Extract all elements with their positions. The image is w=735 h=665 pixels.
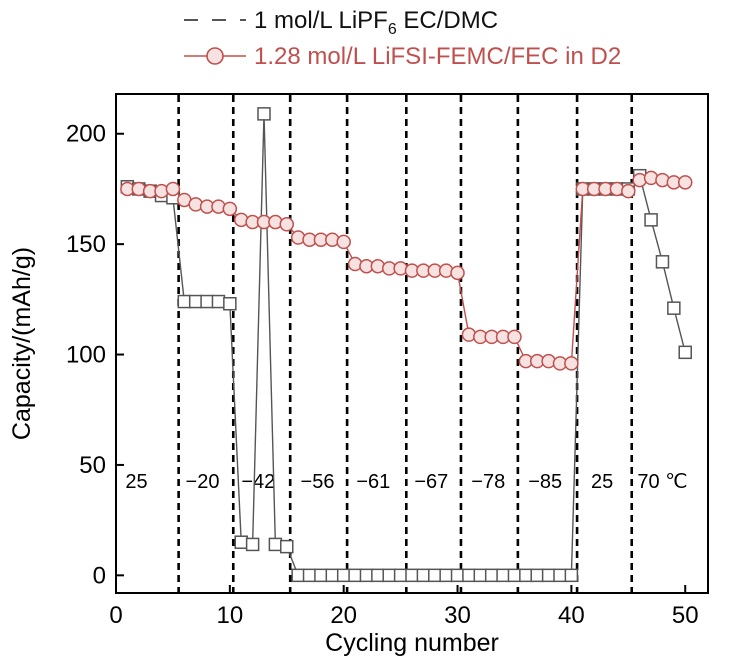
data-point-square xyxy=(200,294,214,309)
legend-label-series-0: 1 mol/L LiPF6 EC/DMC xyxy=(254,7,498,38)
data-point-square xyxy=(496,568,510,583)
data-point-square xyxy=(678,345,692,360)
data-point-square xyxy=(519,568,533,583)
series-0 xyxy=(120,107,692,583)
data-point-square xyxy=(439,568,453,583)
data-point-circle xyxy=(564,356,579,371)
data-point-square xyxy=(348,568,362,583)
temperature-labels: 25 −20 −42 −56 −61 −67 −78 −85 25 70 ℃ xyxy=(125,471,687,493)
data-point-square xyxy=(393,568,408,583)
data-point-square xyxy=(257,107,271,121)
data-point-square xyxy=(268,537,283,552)
legend-marker-circle xyxy=(206,47,224,65)
temperature-label: −42 xyxy=(241,471,275,493)
legend-entry-series-1: 1.28 mol/L LiFSI-FEMC/FEC in D2 xyxy=(184,43,621,70)
data-point-square xyxy=(291,568,305,583)
y-tick-label: 0 xyxy=(93,562,106,589)
y-axis-title: Capacity/(mAh/g) xyxy=(8,247,36,440)
axes: 0 10 20 30 40 50 0 50 100 150 200 xyxy=(66,121,699,629)
legend-label-series-1: 1.28 mol/L LiFSI-FEMC/FEC in D2 xyxy=(254,43,621,70)
data-point-circle xyxy=(165,181,181,197)
data-point-square xyxy=(245,537,260,552)
temperature-label: −20 xyxy=(186,471,220,493)
temperature-label: 25 xyxy=(125,471,147,493)
temperature-label: −85 xyxy=(528,471,562,493)
section-dividers xyxy=(177,95,634,592)
data-point-square xyxy=(450,568,465,583)
data-point-square xyxy=(644,213,658,227)
x-tick-label: 50 xyxy=(672,602,699,629)
data-point-square xyxy=(188,294,203,309)
data-point-square xyxy=(177,294,192,309)
x-tick-label: 10 xyxy=(216,602,243,629)
data-point-square xyxy=(211,294,226,309)
legend: 1 mol/L LiPF6 EC/DMC 1.28 mol/L LiFSI-FEM… xyxy=(184,7,621,70)
data-point-square xyxy=(553,568,567,583)
data-point-square xyxy=(234,535,248,549)
temperature-label: −78 xyxy=(471,471,505,493)
data-point-square xyxy=(382,568,396,583)
series-1 xyxy=(120,170,693,371)
data-point-circle xyxy=(279,217,295,232)
x-tick-label: 0 xyxy=(109,602,122,629)
series-layer xyxy=(120,107,693,583)
data-point-square xyxy=(371,568,385,583)
data-point-square xyxy=(507,568,522,583)
temperature-label: −56 xyxy=(301,471,335,493)
temperature-label: 25 xyxy=(591,471,613,493)
data-point-square xyxy=(462,568,476,583)
y-tick-label: 50 xyxy=(79,452,106,479)
legend-subscript: 6 xyxy=(388,21,397,38)
data-point-circle xyxy=(450,265,465,281)
data-point-square xyxy=(428,568,442,583)
data-point-square xyxy=(473,568,488,583)
x-tick-label: 30 xyxy=(444,602,471,629)
y-tick-label: 150 xyxy=(66,231,106,258)
data-point-square xyxy=(280,539,294,554)
data-point-square xyxy=(405,568,419,583)
legend-text-part: EC/DMC xyxy=(397,7,498,34)
plot-frame xyxy=(115,93,709,594)
data-point-circle xyxy=(222,201,238,217)
data-point-square xyxy=(530,568,544,583)
data-point-square xyxy=(655,255,670,269)
data-point-square xyxy=(484,568,499,583)
data-point-circle xyxy=(677,175,693,190)
y-tick-label: 100 xyxy=(66,342,106,369)
data-point-square xyxy=(325,568,340,583)
data-point-square xyxy=(336,568,351,583)
temperature-label: −61 xyxy=(356,471,390,493)
data-point-circle xyxy=(336,234,351,250)
x-axis-title: Cycling number xyxy=(325,629,499,657)
data-point-square xyxy=(359,568,374,583)
temperature-label: −67 xyxy=(414,471,448,493)
data-point-circle xyxy=(507,329,522,345)
data-point-circle xyxy=(621,183,636,199)
y-tick-label: 200 xyxy=(66,121,106,148)
data-point-square xyxy=(223,297,237,311)
data-point-square xyxy=(667,301,681,315)
data-point-square xyxy=(302,568,317,583)
data-point-square xyxy=(416,568,431,583)
x-tick-label: 20 xyxy=(330,602,357,629)
legend-text-part: 1 mol/L LiPF xyxy=(254,7,388,34)
temperature-label: 70 ℃ xyxy=(637,471,687,493)
data-point-square xyxy=(314,568,328,583)
data-point-square xyxy=(564,568,579,583)
legend-entry-series-0: 1 mol/L LiPF6 EC/DMC xyxy=(184,7,498,38)
data-point-square xyxy=(541,568,556,583)
x-tick-label: 40 xyxy=(558,602,585,629)
